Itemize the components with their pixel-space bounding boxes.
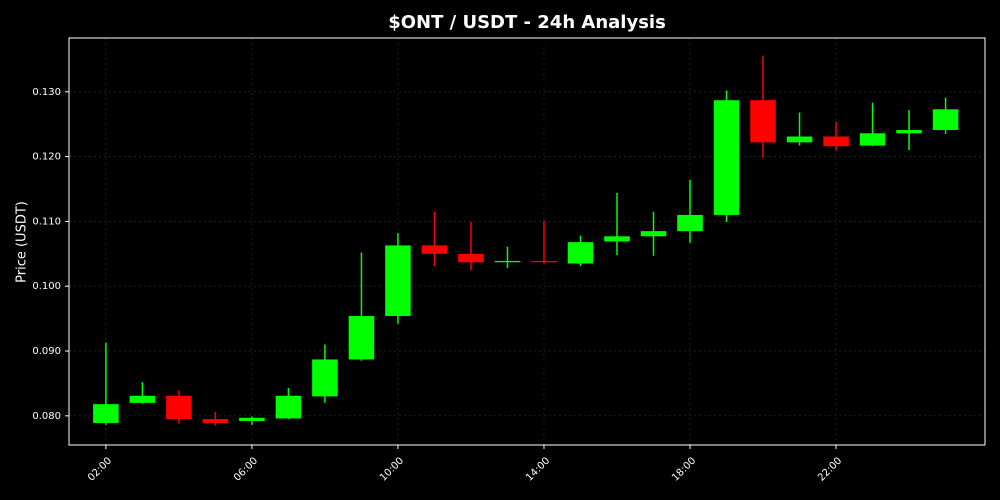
y-tick-label: 0.080: [32, 411, 61, 422]
candle-body: [640, 231, 667, 237]
candle-body: [713, 100, 740, 215]
candle-body: [859, 133, 886, 146]
chart-title: $ONT / USDT - 24h Analysis: [388, 12, 666, 33]
plot-frame: [68, 37, 986, 446]
candle-body: [348, 316, 375, 360]
candle-body: [458, 253, 484, 263]
y-tick-label: 0.130: [32, 87, 61, 98]
candle-body: [896, 130, 922, 134]
candle-body: [823, 136, 849, 147]
y-axis-label: Price (USDT): [15, 201, 30, 283]
candle-body: [166, 395, 192, 420]
candle-body: [786, 136, 813, 143]
candle-body: [567, 242, 594, 264]
candle-body: [129, 395, 156, 403]
candle-body: [677, 214, 703, 232]
candle-body: [202, 419, 229, 423]
candle-body: [93, 404, 119, 423]
candle-body: [604, 236, 630, 242]
y-tick-label: 0.120: [32, 152, 61, 163]
candle-body: [275, 395, 302, 419]
candle-body: [932, 109, 959, 131]
y-tick-label: 0.090: [32, 346, 61, 357]
candle-body: [750, 100, 776, 143]
candle-body: [239, 417, 265, 422]
candle-body: [421, 245, 448, 254]
y-tick-label: 0.110: [32, 216, 61, 227]
candle-body: [531, 260, 557, 263]
candle-body: [494, 260, 521, 263]
candle-body: [312, 359, 338, 397]
candle-body: [385, 245, 411, 317]
y-tick-label: 0.100: [32, 281, 61, 292]
